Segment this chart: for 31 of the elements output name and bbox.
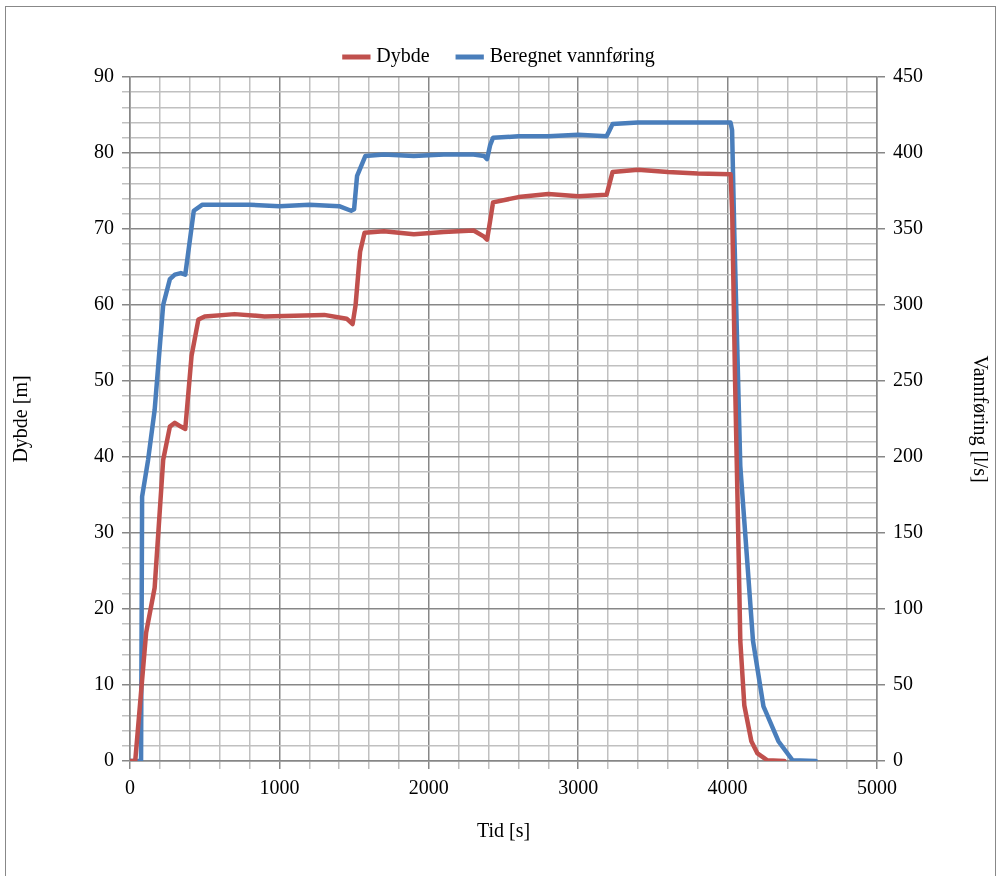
x-tick-label: 0: [125, 776, 135, 799]
legend-label: Beregnet vannføring: [489, 44, 655, 68]
y2-axis-title: Vannføring [l/s]: [968, 355, 992, 483]
y2-tick-label: 50: [893, 672, 913, 695]
y2-tick-label: 450: [893, 64, 923, 87]
y-tick-label: 40: [94, 444, 114, 467]
y-tick-label: 60: [94, 292, 114, 315]
y-tick-label: 90: [94, 64, 114, 87]
y2-tick-label: 0: [893, 748, 903, 771]
x-tick-label: 5000: [857, 776, 897, 799]
y2-tick-label: 100: [893, 596, 923, 619]
y-tick-label: 0: [104, 748, 114, 771]
y-tick-label: 10: [94, 672, 114, 695]
x-tick-label: 3000: [558, 776, 599, 799]
x-tick-label: 1000: [259, 776, 300, 799]
x-axis-title: Tid [s]: [476, 819, 531, 842]
y2-tick-label: 300: [893, 292, 923, 315]
y-tick-label: 70: [94, 216, 114, 239]
y-axis-title: Dybde [m]: [9, 375, 33, 463]
y-tick-label: 20: [94, 596, 114, 619]
x-tick-label: 4000: [707, 776, 748, 799]
y2-tick-label: 250: [893, 368, 923, 391]
x-tick-label: 2000: [408, 776, 449, 799]
y2-tick-label: 200: [893, 444, 923, 467]
y2-tick-label: 350: [893, 216, 923, 239]
y-tick-label: 80: [94, 140, 114, 163]
y-tick-label: 30: [94, 520, 114, 543]
y-tick-label: 50: [94, 368, 114, 391]
y2-tick-label: 150: [893, 520, 923, 543]
y2-tick-label: 400: [893, 140, 923, 163]
legend-label: Dybde: [376, 44, 430, 68]
